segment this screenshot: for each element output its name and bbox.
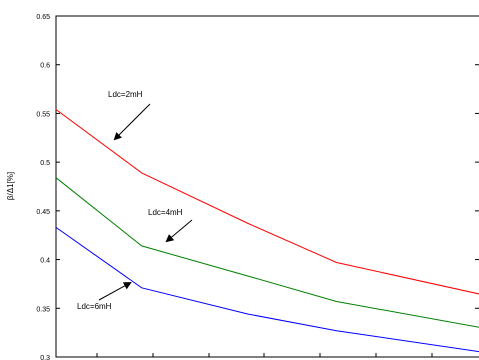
series-line-ldc-4mh bbox=[55, 177, 479, 328]
annotation-arrow bbox=[98, 282, 132, 301]
series-lines bbox=[55, 109, 479, 353]
annotation-arrow bbox=[165, 219, 193, 243]
x-axis-ticks bbox=[96, 353, 433, 357]
annotation-label: Ldc=6mH bbox=[77, 302, 112, 311]
annotation-label: Ldc=2mH bbox=[108, 90, 143, 99]
series-line-ldc-2mh bbox=[55, 109, 479, 295]
series-line-ldc-6mh bbox=[55, 226, 479, 353]
y-tick-label: 0.5 bbox=[40, 160, 50, 167]
y-tick-label: 0.55 bbox=[36, 111, 50, 118]
y-tick-label: 0.4 bbox=[40, 258, 50, 265]
plot-area bbox=[55, 15, 479, 358]
y-axis-label: β/Δ1[%] bbox=[6, 172, 15, 200]
y-axis-ticks: 0.65 0.6 0.55 0.5 0.45 0.4 0.35 0.3 bbox=[36, 14, 479, 360]
annotation-arrow bbox=[113, 103, 151, 141]
annotations: Ldc=2mH Ldc=4mH Ldc=6mH bbox=[77, 90, 193, 311]
annotation-label: Ldc=4mH bbox=[148, 208, 183, 217]
y-tick-label: 0.35 bbox=[36, 306, 50, 313]
plot-frame bbox=[55, 15, 479, 358]
y-tick-label: 0.3 bbox=[40, 355, 50, 360]
y-tick-label: 0.45 bbox=[36, 209, 50, 216]
y-tick-label: 0.6 bbox=[40, 63, 50, 70]
y-tick-label: 0.65 bbox=[36, 14, 50, 21]
